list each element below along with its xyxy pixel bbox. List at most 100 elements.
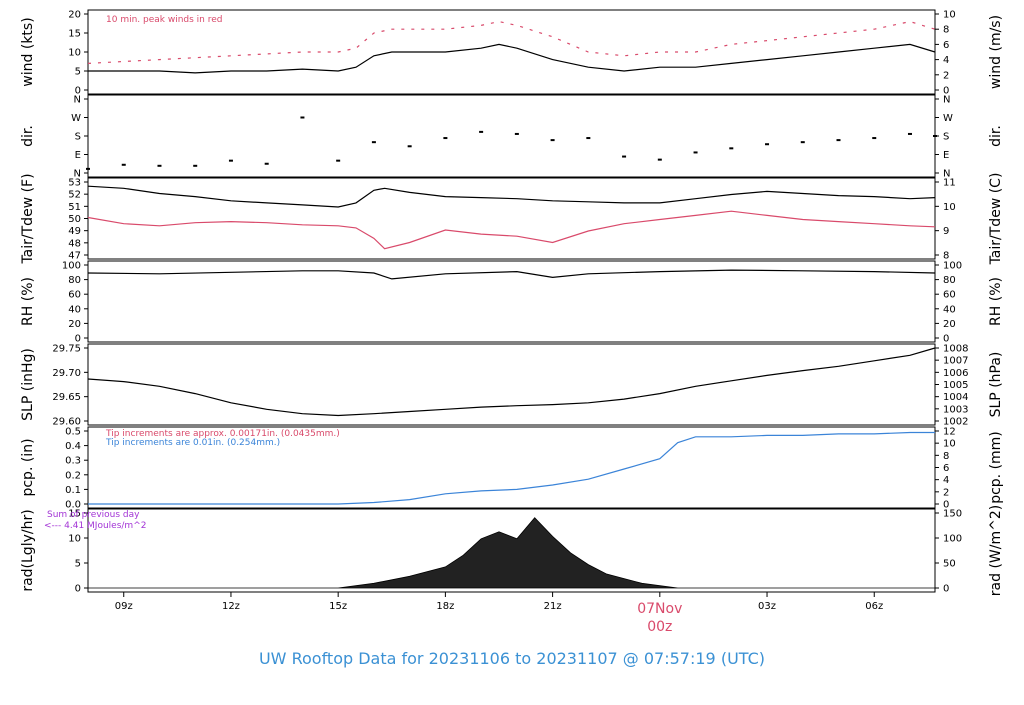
series-line-rh-0: [87, 269, 936, 280]
ytick-label-right: 4: [943, 55, 949, 66]
ytick-label-right: S: [943, 132, 949, 143]
dir-point: [264, 162, 269, 165]
ytick-label-left: 48: [68, 238, 81, 249]
xtick-label-00z: 00z: [647, 619, 672, 635]
ylabel-left-temp: Tair/Tdew (F): [20, 173, 36, 264]
ytick-label-right: 10: [943, 202, 956, 213]
dir-point: [836, 139, 841, 142]
series-line-pcp-0: [88, 431, 935, 505]
dir-point: [336, 159, 341, 162]
series-line-wind-0: [88, 43, 936, 74]
dir-point: [907, 132, 912, 135]
ytick-label-left: 0.0: [65, 500, 81, 511]
dir-point: [622, 155, 627, 158]
ytick-label-right: N: [943, 169, 950, 180]
ytick-label-right: 10: [943, 10, 956, 21]
ytick-label-right: 1007: [943, 356, 968, 367]
chart-title: UW Rooftop Data for 20231106 to 20231107…: [259, 649, 765, 668]
dir-point: [693, 151, 698, 154]
dir-point: [407, 145, 412, 148]
ytick-label-right: 8: [943, 251, 949, 262]
dir-point: [729, 147, 734, 150]
ytick-label-right: 2: [943, 487, 949, 498]
ytick-label-left: 29.70: [52, 368, 81, 379]
dir-point: [479, 130, 484, 133]
dir-point: [872, 137, 877, 140]
ytick-label-left: 53: [68, 178, 81, 189]
ytick-label-right: 1003: [943, 404, 968, 415]
ylabel-right-rh: RH (%): [988, 277, 1004, 326]
ylabel-left-rad: rad(Lgly/hr): [20, 509, 36, 591]
panel-frame-rh: [87, 260, 936, 343]
ytick-label-right: 6: [943, 40, 949, 51]
ytick-label-left: 10: [68, 48, 81, 59]
dir-point: [765, 143, 770, 146]
ytick-label-left: 15: [68, 509, 81, 520]
dir-point: [800, 141, 805, 144]
ytick-label-left: 0.1: [65, 485, 81, 496]
dir-point: [300, 116, 305, 119]
ylabel-left-pcp: pcp. (in): [20, 438, 36, 496]
ytick-label-left: 100: [62, 261, 81, 272]
ytick-label-right: 80: [943, 275, 956, 286]
xtick-label: 09z: [115, 601, 133, 612]
ytick-label-right: 8: [943, 25, 949, 36]
xtick-label: 21z: [544, 601, 562, 612]
ytick-label-right: 6: [943, 463, 949, 474]
xtick-label: 03z: [758, 601, 776, 612]
ylabel-right-wind: wind (m/s): [988, 15, 1004, 89]
ytick-label-left: 0: [75, 86, 81, 97]
ytick-label-left: 0.4: [65, 441, 81, 452]
rad-area: [88, 517, 935, 589]
ylabel-left-rh: RH (%): [20, 277, 36, 326]
ylabel-right-temp: Tair/Tdew (C): [988, 173, 1004, 266]
series-line-temp-0: [87, 185, 936, 208]
dir-point: [586, 137, 591, 140]
ytick-label-left: 40: [68, 304, 81, 315]
ytick-label-left: 20: [68, 10, 81, 21]
ylabel-left-wind: wind (kts): [20, 17, 36, 86]
ytick-label-right: 0: [943, 86, 949, 97]
ytick-label-left: 0: [75, 584, 81, 595]
ylabel-left-slp: SLP (inHg): [20, 348, 36, 421]
series-line-slp-0: [87, 347, 936, 417]
pcp-annotation-blue: Tip increments are 0.01in. (0.254mm.): [105, 438, 280, 448]
ytick-label-left: W: [71, 113, 81, 124]
ytick-label-left: N: [74, 95, 81, 106]
xtick-label: 15z: [329, 601, 347, 612]
ytick-label-left: 60: [68, 290, 81, 301]
ytick-label-right: 100: [943, 534, 962, 545]
ytick-label-left: 80: [68, 275, 81, 286]
ytick-label-left: 29.65: [52, 392, 81, 403]
pcp-annotation-red: Tip increments are approx. 0.00171in. (0…: [105, 429, 340, 439]
ylabel-right-dir: dir.: [988, 125, 1004, 147]
xtick-label: 18z: [436, 601, 454, 612]
dir-point: [86, 167, 90, 170]
ytick-label-left: 29.60: [52, 417, 81, 428]
dir-point: [657, 158, 662, 161]
ytick-label-right: 50: [943, 559, 956, 570]
ytick-label-left: 47: [68, 251, 81, 262]
xtick-label: 12z: [222, 601, 240, 612]
annotation-wind: 10 min. peak winds in red: [106, 15, 223, 25]
ytick-label-right: W: [943, 113, 953, 124]
ytick-label-right: 2: [943, 70, 949, 81]
ytick-label-left: S: [75, 132, 81, 143]
ytick-label-right: 1004: [943, 392, 968, 403]
rad-annotation-value: <--- 4.41 MJoules/m^2: [44, 521, 146, 531]
ytick-label-left: 0.2: [65, 470, 81, 481]
ytick-label-right: N: [943, 95, 950, 106]
panel-frame-temp: [87, 177, 936, 260]
ylabel-right-rad: rad (W/m^2): [988, 505, 1004, 596]
ylabel-right-pcp: pcp. (mm): [988, 431, 1004, 504]
ytick-label-right: 10: [943, 439, 956, 450]
ytick-label-right: 9: [943, 226, 949, 237]
ytick-label-right: 60: [943, 290, 956, 301]
dir-point: [933, 135, 937, 137]
ytick-label-left: 51: [68, 202, 81, 213]
ytick-label-right: E: [943, 150, 949, 161]
dir-point: [550, 139, 555, 142]
panel-frame-slp: [87, 343, 936, 426]
ytick-label-left: 29.75: [52, 344, 81, 355]
